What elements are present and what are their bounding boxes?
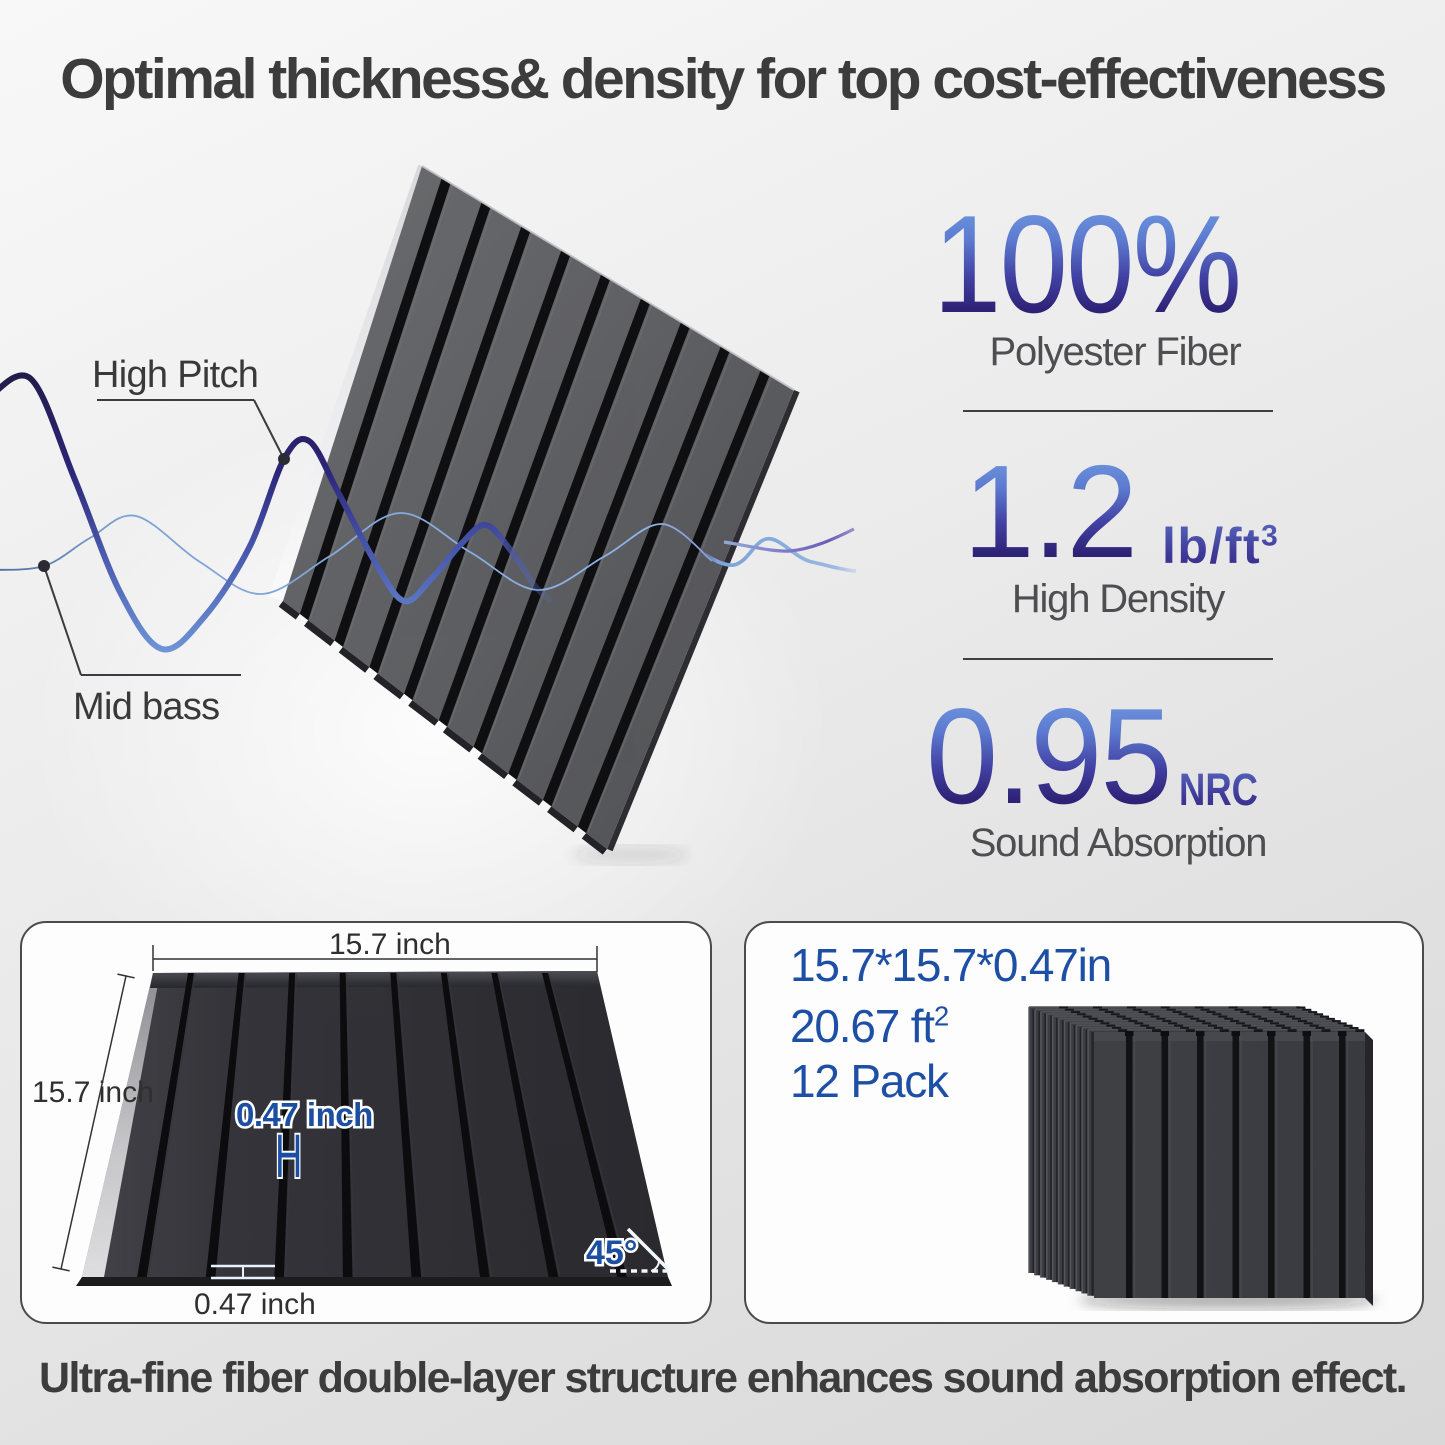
svg-text:0.47 inch: 0.47 inch [236,1096,373,1133]
svg-text:H: H [275,1122,302,1191]
svg-text:45°: 45° [586,1234,637,1272]
